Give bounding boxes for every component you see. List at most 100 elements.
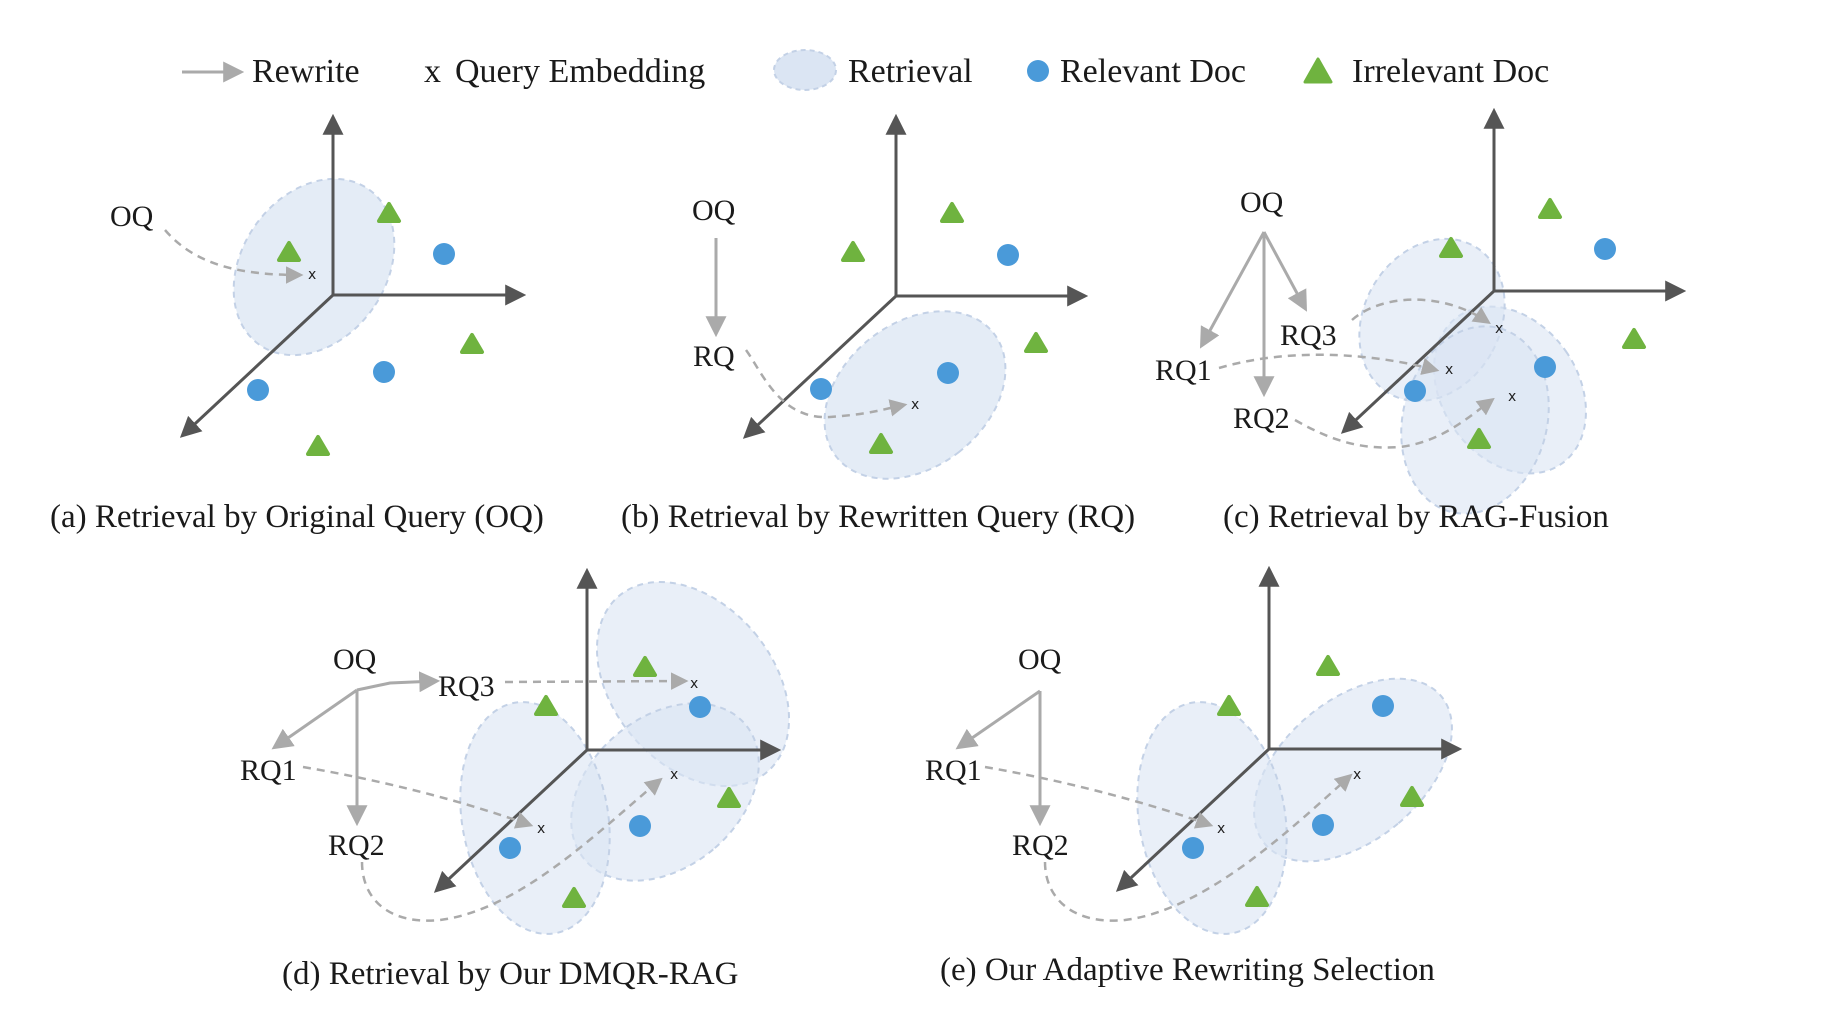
rq1-label: RQ1	[240, 754, 297, 787]
irrelevant-doc	[1400, 786, 1424, 807]
relevant-doc	[629, 815, 651, 837]
axes	[742, 113, 1089, 439]
irrelevant-doc	[562, 887, 586, 908]
panel-a-caption: (a) Retrieval by Original Query (OQ)	[50, 499, 544, 535]
rewrite-path	[1218, 353, 1440, 375]
relevant-doc	[1404, 380, 1426, 402]
rq1-label: RQ1	[1155, 354, 1212, 387]
query-embedding-mark: x	[1445, 362, 1453, 378]
oq-label: OQ	[692, 194, 736, 227]
retrieval-region	[1136, 701, 1288, 935]
irrelevant-doc	[277, 241, 301, 262]
x-mark-icon: x	[424, 53, 441, 90]
rewrite-path	[1294, 397, 1495, 449]
query-embedding-mark: x	[537, 821, 545, 837]
rewrite-arrow	[955, 689, 1041, 750]
irrelevant-doc	[1622, 328, 1646, 349]
rewrite-path	[1043, 773, 1353, 922]
oq-label: OQ	[1018, 643, 1062, 676]
retrieval-region	[823, 310, 1007, 480]
panel-d: x x x OQ RQ1 RQ2 RQ3 (d) Retrieval by Ou…	[240, 567, 791, 992]
rewrite-arrow	[1199, 231, 1266, 349]
axes	[1340, 107, 1687, 434]
query-embedding-mark: x	[1508, 389, 1516, 405]
irrelevant-doc	[306, 435, 330, 456]
relevant-doc	[1372, 695, 1394, 717]
rewrite-path	[504, 672, 689, 690]
rq2-label: RQ2	[1012, 829, 1069, 862]
rq3-label: RQ3	[1280, 319, 1337, 352]
relevant-doc	[937, 362, 959, 384]
legend-query-embedding: x Query Embedding	[424, 53, 705, 90]
query-embedding-mark: x	[911, 397, 919, 413]
query-embedding-mark: x	[1495, 321, 1503, 337]
irrelevant-doc	[633, 656, 657, 677]
relevant-doc	[433, 243, 455, 265]
axis-depth	[1340, 289, 1496, 434]
panel-e: x x OQ RQ1 RQ2 (e) Our Adaptive Rewritin…	[925, 565, 1463, 988]
panel-a: x OQ (a) Retrieval by Original Query (OQ…	[50, 113, 544, 535]
circle-icon	[1027, 60, 1049, 82]
irrelevant-doc	[940, 202, 964, 223]
legend-retrieval-label: Retrieval	[848, 53, 973, 90]
triangle-icon	[1303, 57, 1333, 84]
relevant-doc	[810, 378, 832, 400]
irrelevant-doc	[1245, 886, 1269, 907]
irrelevant-doc	[869, 433, 893, 454]
query-embedding-mark: x	[1353, 767, 1361, 783]
irrelevant-doc	[460, 333, 484, 354]
legend-rewrite: Rewrite	[182, 53, 360, 90]
query-embedding-mark: x	[308, 267, 316, 283]
rewrite-path	[984, 765, 1214, 829]
legend-retrieval: Retrieval	[773, 49, 973, 91]
rewrite-path	[164, 229, 304, 284]
rewrite-path	[360, 777, 663, 922]
ellipse-icon	[773, 49, 837, 91]
legend-relevant-label: Relevant Doc	[1060, 53, 1246, 90]
rewrite-path	[302, 765, 534, 829]
rq-label: RQ	[693, 340, 735, 373]
legend-irrelevant-label: Irrelevant Doc	[1352, 53, 1549, 90]
panel-b-caption: (b) Retrieval by Rewritten Query (RQ)	[621, 499, 1135, 535]
irrelevant-doc	[1439, 237, 1463, 258]
relevant-doc	[247, 379, 269, 401]
query-embedding-mark: x	[670, 767, 678, 783]
irrelevant-doc	[841, 241, 865, 262]
panel-c: x x x OQ RQ1 RQ2 RQ3 (c) Retrieval by RA…	[1155, 107, 1687, 535]
oq-label: OQ	[333, 643, 377, 676]
irrelevant-doc	[1024, 332, 1048, 353]
query-embedding-mark: x	[690, 676, 698, 692]
panel-d-caption: (d) Retrieval by Our DMQR-RAG	[282, 956, 738, 992]
query-embedding-mark: x	[1217, 821, 1225, 837]
relevant-doc	[1594, 238, 1616, 260]
panel-c-caption: (c) Retrieval by RAG-Fusion	[1223, 499, 1609, 535]
axis-depth	[742, 294, 898, 439]
panel-b: x OQ RQ (b) Retrieval by Rewritten Query…	[621, 113, 1135, 535]
relevant-doc	[1312, 814, 1334, 836]
rq2-label: RQ2	[328, 829, 385, 862]
irrelevant-doc	[377, 202, 401, 223]
panel-e-caption: (e) Our Adaptive Rewriting Selection	[940, 952, 1435, 988]
axes	[179, 113, 527, 438]
axis-depth	[179, 293, 335, 438]
irrelevant-doc	[1217, 695, 1241, 716]
rewrite-arrow	[1262, 231, 1307, 312]
rewrite-arrow	[271, 688, 358, 750]
relevant-doc	[689, 696, 711, 718]
relevant-doc	[1534, 356, 1556, 378]
legend-rewrite-label: Rewrite	[252, 53, 360, 90]
retrieval-region	[459, 701, 611, 935]
irrelevant-doc	[1316, 655, 1340, 676]
irrelevant-doc	[717, 787, 741, 808]
relevant-doc	[373, 361, 395, 383]
relevant-doc	[997, 244, 1019, 266]
relevant-doc	[1182, 837, 1204, 859]
retrieval-region	[570, 702, 760, 882]
rq1-label: RQ1	[925, 754, 982, 787]
oq-label: OQ	[110, 200, 154, 233]
retrieval-region	[232, 177, 396, 357]
irrelevant-doc	[1538, 198, 1562, 219]
rewrite-arrow	[356, 671, 441, 693]
rq3-label: RQ3	[438, 670, 495, 703]
